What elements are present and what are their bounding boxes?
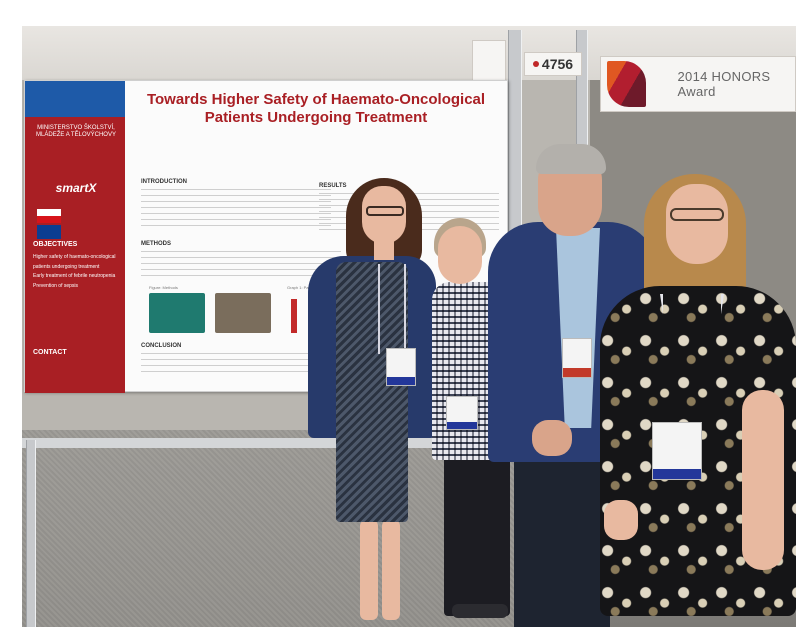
person-1-name-badge (386, 348, 416, 386)
person-4-glasses (670, 208, 724, 221)
objective-item: Higher safety of haemato-oncological pat… (33, 254, 116, 270)
ministry-logo-bar (25, 81, 125, 117)
objectives-list: Higher safety of haemato-oncological pat… (33, 253, 121, 291)
methods-figure (149, 293, 205, 333)
methods-text (141, 251, 341, 281)
objectives-heading: OBJECTIVES (33, 241, 78, 248)
eu-flag-icon (37, 225, 61, 239)
honors-award-text: 2014 HONORS Award (677, 69, 771, 99)
person-1-dress (336, 262, 408, 522)
person-3-pants (514, 456, 610, 627)
program-logo: smartX (55, 181, 97, 195)
flags (37, 209, 61, 239)
person-2-pants (444, 456, 510, 616)
booth-post (26, 440, 36, 627)
person-4-face (666, 184, 728, 264)
contact-heading: CONTACT (33, 349, 67, 356)
honors-award-sign: 2014 HONORS Award (600, 56, 796, 112)
honors-logo (607, 61, 646, 107)
person-3-hands (532, 420, 572, 456)
person-3-name-badge (562, 338, 592, 378)
person-1-lanyard (378, 264, 406, 354)
conclusion-text (141, 353, 341, 377)
graph-label: Graph 1: Patient cohort (287, 285, 328, 290)
poster-title: Towards Higher Safety of Haemato-Oncolog… (146, 91, 486, 126)
person-1-leg (382, 520, 400, 620)
ministry-logo: MINISTERSTVO ŠKOLSTVÍ, MLÁDEŽE A TĚLOVÝC… (33, 125, 119, 139)
results-heading: RESULTS (319, 183, 347, 189)
booth-number: 4756 (541, 56, 574, 72)
objective-item: Early treatment of febrile neutropenia (33, 273, 116, 279)
booth-number-sign: 4756 (524, 52, 582, 76)
graph-bar (291, 299, 297, 333)
person-2-name-badge (446, 396, 478, 430)
person-2-face (438, 226, 482, 284)
person-2-shoes (452, 604, 508, 618)
introduction-heading: INTRODUCTION (141, 179, 187, 185)
booth-number-dot (532, 61, 539, 67)
figure-label: Figure: Methods (149, 285, 178, 290)
person-1-glasses (366, 206, 404, 216)
poster-sidebar: MINISTERSTVO ŠKOLSTVÍ, MLÁDEŽE A TĚLOVÝC… (25, 81, 125, 393)
introduction-text (141, 189, 331, 229)
person-4-name-badge (652, 422, 702, 480)
display-rail (22, 438, 522, 448)
person-1-neck (374, 240, 394, 260)
czech-flag-icon (37, 209, 61, 223)
objective-item: Prevention of sepsis (33, 282, 79, 289)
ministry-logo-text: MINISTERSTVO ŠKOLSTVÍ, MLÁDEŽE A TĚLOVÝC… (36, 125, 116, 139)
conclusion-heading: CONCLUSION (141, 343, 182, 349)
person-4-arm (742, 390, 784, 570)
person-1-leg (360, 520, 378, 620)
methods-heading: METHODS (141, 241, 171, 247)
methods-figure (215, 293, 271, 333)
person-3-hair (536, 144, 606, 174)
person-4-hand (604, 500, 638, 540)
